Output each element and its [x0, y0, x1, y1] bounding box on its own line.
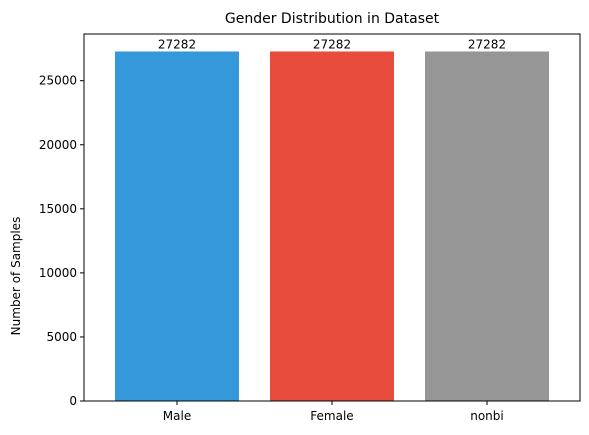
bar-male	[115, 51, 239, 401]
y-ticks-layer: 0 5000 10000 15000 20000 25000	[39, 74, 84, 408]
bar-female	[270, 51, 394, 401]
y-axis-label: Number of Samples	[9, 217, 23, 336]
bar-nonbi	[425, 51, 549, 401]
x-ticks-layer: Male Female nonbi	[163, 401, 504, 423]
y-tick-label: 25000	[39, 74, 77, 88]
y-tick-label: 0	[69, 394, 77, 408]
x-tick-label: Female	[310, 409, 353, 423]
x-tick-label: nonbi	[470, 409, 504, 423]
bar-value-label: 27282	[313, 37, 351, 51]
y-tick-label: 10000	[39, 266, 77, 280]
bar-value-label: 27282	[158, 37, 196, 51]
bars-layer: 27282 27282 27282	[115, 37, 549, 401]
bar-value-label: 27282	[468, 37, 506, 51]
y-tick-label: 15000	[39, 202, 77, 216]
chart-title: Gender Distribution in Dataset	[225, 11, 440, 27]
x-tick-label: Male	[163, 409, 191, 423]
y-tick-label: 20000	[39, 138, 77, 152]
y-tick-label: 5000	[46, 330, 77, 344]
plot-frame	[83, 33, 581, 402]
